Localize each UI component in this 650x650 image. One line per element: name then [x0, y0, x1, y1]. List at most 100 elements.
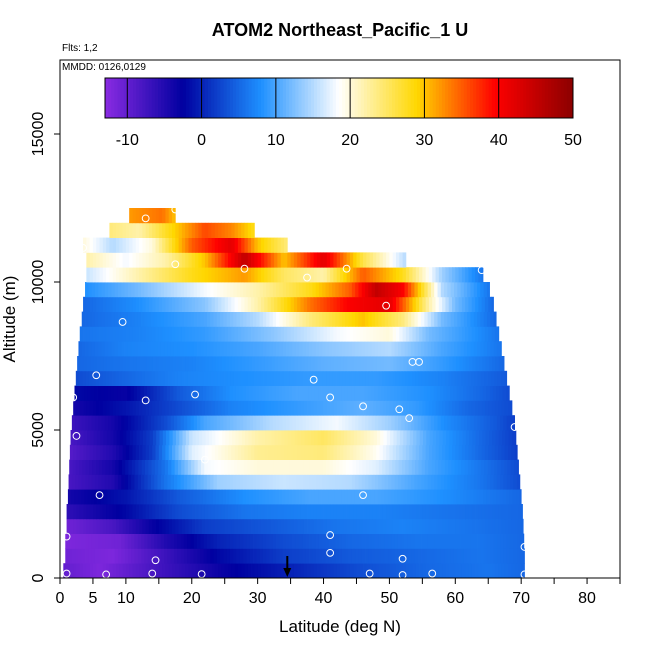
- heatmap-cell: [200, 341, 205, 357]
- heatmap-cell: [424, 341, 429, 357]
- heatmap-cell: [418, 370, 423, 386]
- heatmap-cell: [247, 222, 252, 238]
- heatmap-cell: [208, 296, 212, 312]
- heatmap-cell: [85, 370, 90, 386]
- heatmap-cell: [101, 341, 106, 357]
- heatmap-cell: [290, 444, 295, 460]
- sample-point: [95, 491, 104, 500]
- heatmap-cell: [115, 459, 120, 475]
- heatmap-cell: [251, 252, 255, 268]
- heatmap-cell: [379, 504, 384, 520]
- colorbar-segment: [289, 78, 293, 118]
- heatmap-cell: [213, 282, 218, 298]
- heatmap-cell: [143, 385, 148, 401]
- heatmap-cell: [346, 267, 351, 283]
- heatmap-cell: [211, 504, 216, 520]
- heatmap-cell: [361, 533, 366, 549]
- heatmap-cell: [371, 533, 376, 549]
- heatmap-cell: [475, 356, 480, 372]
- colorbar-segment: [541, 78, 546, 118]
- heatmap-cell: [445, 563, 450, 578]
- heatmap-cell: [137, 385, 141, 401]
- heatmap-cell: [437, 311, 442, 327]
- heatmap-cell: [478, 444, 483, 460]
- heatmap-cell: [402, 563, 407, 578]
- heatmap-cell: [259, 282, 264, 298]
- heatmap-cell: [336, 504, 341, 520]
- sample-point: [326, 393, 335, 402]
- heatmap-cell: [394, 311, 399, 327]
- heatmap-cell: [144, 311, 149, 327]
- heatmap-cell: [348, 311, 353, 327]
- heatmap-cell: [349, 252, 354, 268]
- heatmap-cell: [491, 400, 496, 416]
- heatmap-cell: [483, 311, 488, 327]
- heatmap-cell: [107, 385, 112, 401]
- heatmap-cell: [515, 489, 520, 505]
- colorbar-segment: [432, 78, 437, 118]
- heatmap-cell: [447, 474, 452, 490]
- heatmap-cell: [144, 415, 149, 431]
- heatmap-cell: [426, 489, 431, 505]
- heatmap-cell: [332, 415, 336, 431]
- heatmap-cell: [400, 489, 405, 505]
- heatmap-cell: [372, 563, 377, 578]
- colorbar-segment: [151, 78, 156, 118]
- heatmap-cell: [254, 267, 259, 283]
- heatmap-cell: [92, 267, 97, 283]
- heatmap-cell: [453, 474, 458, 490]
- heatmap-cell: [500, 533, 504, 549]
- heatmap-cell: [411, 341, 415, 357]
- heatmap-cell: [349, 370, 353, 386]
- heatmap-cell: [114, 548, 119, 564]
- heatmap-cell: [252, 489, 257, 505]
- heatmap-cell: [313, 252, 318, 268]
- heatmap-cell: [453, 341, 458, 357]
- heatmap-cell: [160, 548, 165, 564]
- heatmap-cell: [210, 474, 214, 490]
- heatmap-cell: [388, 370, 393, 386]
- heatmap-cell: [180, 548, 185, 564]
- heatmap-cell: [303, 444, 308, 460]
- heatmap-cell: [434, 533, 438, 549]
- heatmap-cell: [376, 504, 380, 520]
- heatmap-cell: [116, 518, 120, 534]
- colorbar-segment: [388, 78, 393, 118]
- heatmap-cell: [388, 533, 392, 549]
- heatmap-cell: [463, 533, 468, 549]
- heatmap-cell: [226, 548, 231, 564]
- heatmap-cell: [254, 504, 259, 520]
- sample-point: [92, 371, 101, 380]
- heatmap-cell: [402, 296, 407, 312]
- heatmap-cell: [185, 222, 189, 238]
- heatmap-cell: [405, 444, 410, 460]
- heatmap-cell: [135, 400, 140, 416]
- heatmap-cell: [333, 504, 338, 520]
- heatmap-cell: [444, 533, 448, 549]
- heatmap-cell: [403, 385, 408, 401]
- heatmap-cell: [179, 356, 183, 372]
- heatmap-cell: [443, 489, 448, 505]
- heatmap-cell: [154, 341, 158, 357]
- heatmap-cell: [437, 415, 442, 431]
- heatmap-cell: [267, 504, 272, 520]
- heatmap-cell: [162, 518, 166, 534]
- heatmap-cell: [291, 430, 295, 446]
- colorbar-segment: [498, 78, 502, 118]
- heatmap-cell: [251, 326, 255, 342]
- heatmap-cell: [197, 415, 201, 431]
- heatmap-cell: [445, 504, 450, 520]
- heatmap-cell: [358, 282, 363, 298]
- heatmap-cell: [471, 444, 476, 460]
- heatmap-cell: [152, 504, 156, 520]
- heatmap-cell: [447, 548, 452, 564]
- heatmap-cell: [464, 459, 469, 475]
- heatmap-cell: [320, 400, 324, 416]
- heatmap-cell: [461, 504, 466, 520]
- heatmap-cell: [363, 563, 367, 578]
- heatmap-cell: [452, 444, 456, 460]
- heatmap-cell: [150, 415, 155, 431]
- heatmap-cell: [244, 518, 249, 534]
- heatmap-cell: [361, 341, 366, 357]
- heatmap-cell: [340, 326, 344, 342]
